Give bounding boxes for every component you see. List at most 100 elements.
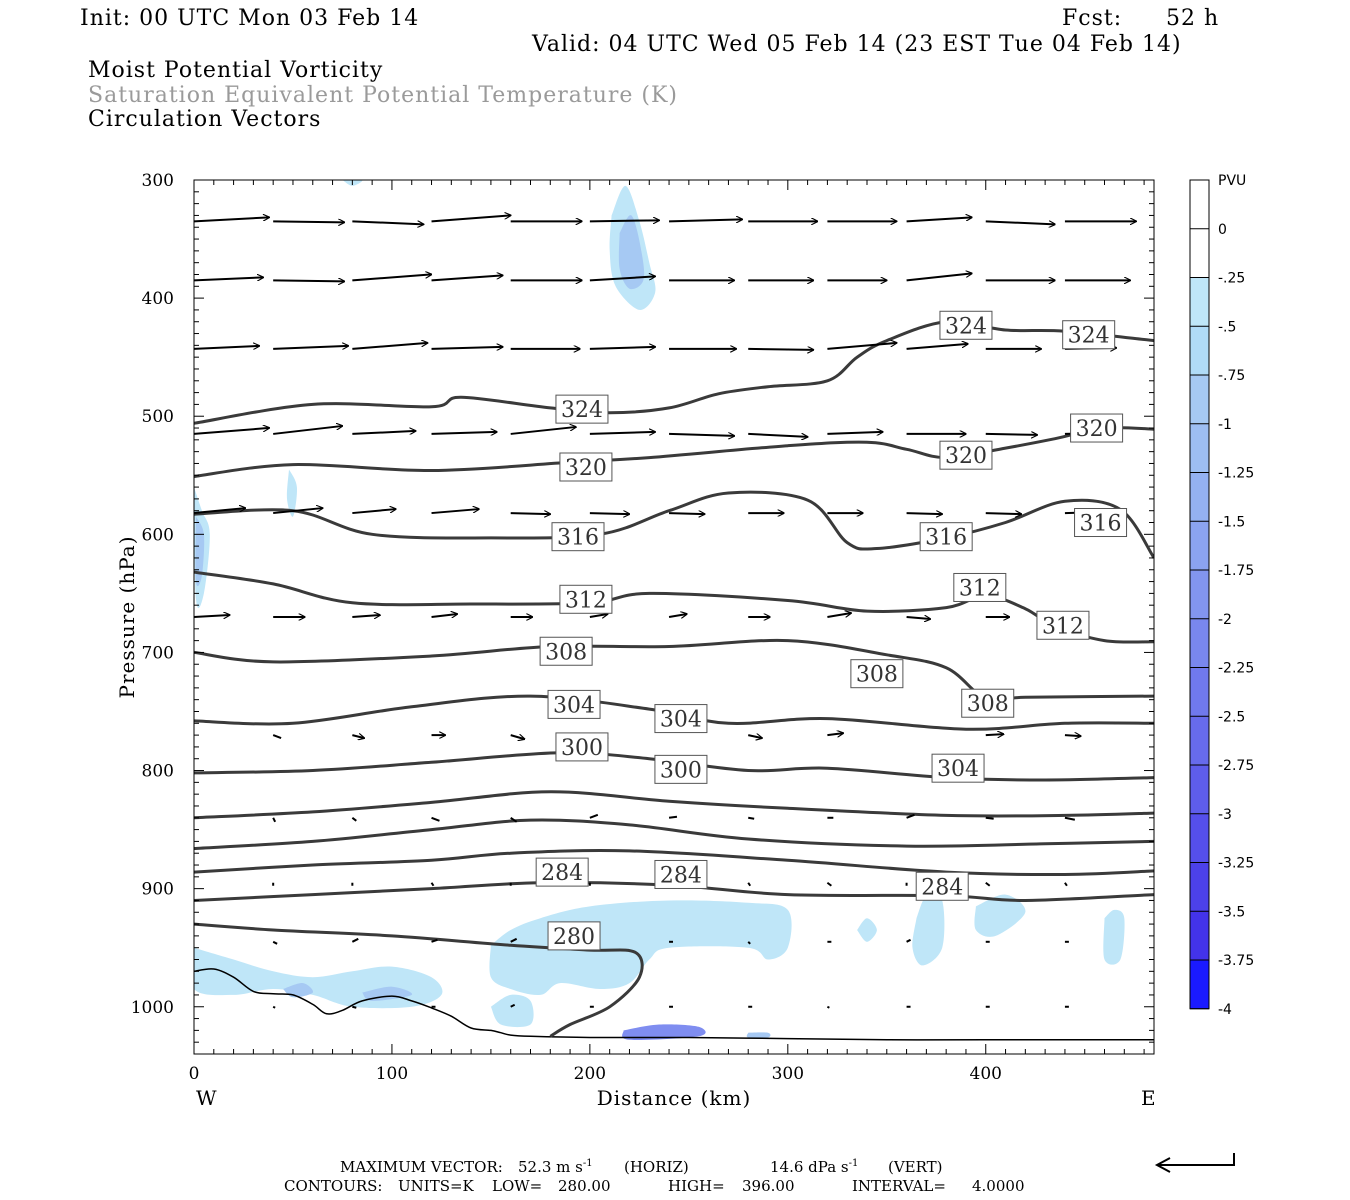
pv-region xyxy=(618,215,645,290)
circulation-vector xyxy=(747,882,752,887)
field-title-mpv: Moist Potential Vorticity xyxy=(88,58,384,83)
x-tick-label: 100 xyxy=(376,1064,408,1084)
horiz-unit: (HORIZ) xyxy=(624,1158,689,1176)
circulation-vector xyxy=(985,734,1004,735)
circulation-vector xyxy=(352,735,364,738)
contour-label: 284 xyxy=(541,861,583,886)
circulation-vector xyxy=(748,816,755,820)
contour-label-box xyxy=(654,754,708,784)
contour-label: 324 xyxy=(945,314,987,339)
contour-label: 304 xyxy=(660,708,702,733)
pv-region xyxy=(622,1024,706,1041)
circulation-vector xyxy=(273,221,344,222)
circulation-vector xyxy=(431,215,511,223)
pv-region xyxy=(912,893,945,966)
contour-label-box xyxy=(919,522,973,552)
contour-288 xyxy=(194,849,1154,877)
contour-label: 300 xyxy=(561,736,603,761)
circulation-vector xyxy=(272,940,278,945)
colorbar-segment xyxy=(1190,862,1209,912)
contour-label: 284 xyxy=(660,863,702,888)
colorbar-label: -2 xyxy=(1218,612,1232,628)
circulation-vector xyxy=(985,434,1037,435)
circulation-vector xyxy=(1064,816,1076,821)
circulation-vector xyxy=(273,426,342,435)
colorbar-segment xyxy=(1190,521,1209,570)
contour-324 xyxy=(194,320,1154,425)
circulation-vector xyxy=(272,817,277,823)
y-tick-label: 1000 xyxy=(131,998,174,1018)
circulation-vector xyxy=(669,513,705,514)
contour-label-box xyxy=(1036,610,1090,640)
y-tick-label: 700 xyxy=(142,643,174,663)
contour-316 xyxy=(194,490,1154,559)
contour-label-box xyxy=(961,688,1015,718)
y-tick-label: 900 xyxy=(142,880,174,900)
contour-label-box xyxy=(850,659,904,689)
max-vector-vert-value: 14.6 dPa s xyxy=(770,1158,849,1176)
contours-low: 280.00 xyxy=(558,1177,611,1195)
circulation-vector xyxy=(194,277,263,282)
circulation-vector xyxy=(194,346,259,350)
colorbar-segment xyxy=(1190,375,1209,424)
circulation-vector xyxy=(352,343,427,350)
contours-interval: 4.0000 xyxy=(972,1177,1025,1195)
contour-label-box xyxy=(915,871,969,901)
contour-label-box xyxy=(547,921,601,951)
circulation-vector xyxy=(589,432,655,434)
contour-label: 300 xyxy=(660,758,702,783)
circulation-vector xyxy=(431,275,503,282)
contour-label-box xyxy=(555,732,609,762)
colorbar-segment xyxy=(1190,618,1209,668)
colorbar-label: -3.5 xyxy=(1218,904,1245,920)
contour-label-box xyxy=(939,440,993,470)
max-vector-vert: 14.6 dPa s-1 xyxy=(770,1158,858,1176)
contour-label: 324 xyxy=(1068,324,1110,349)
pv-region xyxy=(286,469,298,517)
y-tick-label: 300 xyxy=(142,171,174,191)
reference-vector-arrow xyxy=(1154,1153,1235,1173)
colorbar-segment xyxy=(1190,960,1209,1009)
colorbar-label: -2.25 xyxy=(1218,661,1254,677)
circulation-vector xyxy=(985,816,994,820)
colorbar-label: -1.5 xyxy=(1218,514,1245,530)
circulation-vector xyxy=(352,220,423,224)
circulation-vector xyxy=(194,508,245,515)
circulation-vector xyxy=(510,735,525,739)
y-axis-label: Pressure (hPa) xyxy=(115,536,139,699)
colorbar-label: -.75 xyxy=(1218,368,1245,384)
circulation-vector xyxy=(352,274,431,282)
circulation-vector xyxy=(431,509,480,515)
colorbar-segment xyxy=(1190,667,1209,717)
contours-high-label: HIGH= xyxy=(668,1177,725,1195)
y-tick-label: 800 xyxy=(142,762,174,782)
contours-interval-label: INTERVAL= xyxy=(852,1177,946,1195)
colorbar-segment xyxy=(1190,472,1209,522)
circulation-vector xyxy=(194,428,269,435)
circulation-vectors xyxy=(194,215,1136,1009)
contour-label-box xyxy=(535,857,589,887)
contour-label: 312 xyxy=(959,576,1001,601)
pv-region xyxy=(1103,909,1125,965)
circulation-vector xyxy=(352,1005,357,1009)
contour-label: 320 xyxy=(565,456,607,481)
pv-region xyxy=(746,1032,771,1039)
circulation-vector xyxy=(431,347,503,349)
circulation-vector xyxy=(431,614,458,617)
circulation-vector xyxy=(827,733,843,735)
circulation-vector xyxy=(510,513,551,514)
terrain xyxy=(194,968,1154,1041)
colorbar-segment xyxy=(1190,716,1209,765)
circulation-vector xyxy=(352,509,396,515)
contour-label: 304 xyxy=(553,693,595,718)
contour-296 xyxy=(194,790,1154,820)
max-vector-label: MAXIMUM VECTOR: xyxy=(340,1158,503,1176)
circulation-vector xyxy=(906,344,968,350)
contour-label-box xyxy=(1070,413,1124,443)
circulation-vector xyxy=(747,941,751,945)
valid-time: Valid: 04 UTC Wed 05 Feb 14 (23 EST Tue … xyxy=(532,32,1182,57)
circulation-vector xyxy=(668,614,687,617)
colorbar-title: PVU xyxy=(1218,173,1246,189)
contour-label: 312 xyxy=(565,588,607,613)
colorbar-label: -1.75 xyxy=(1218,563,1254,579)
